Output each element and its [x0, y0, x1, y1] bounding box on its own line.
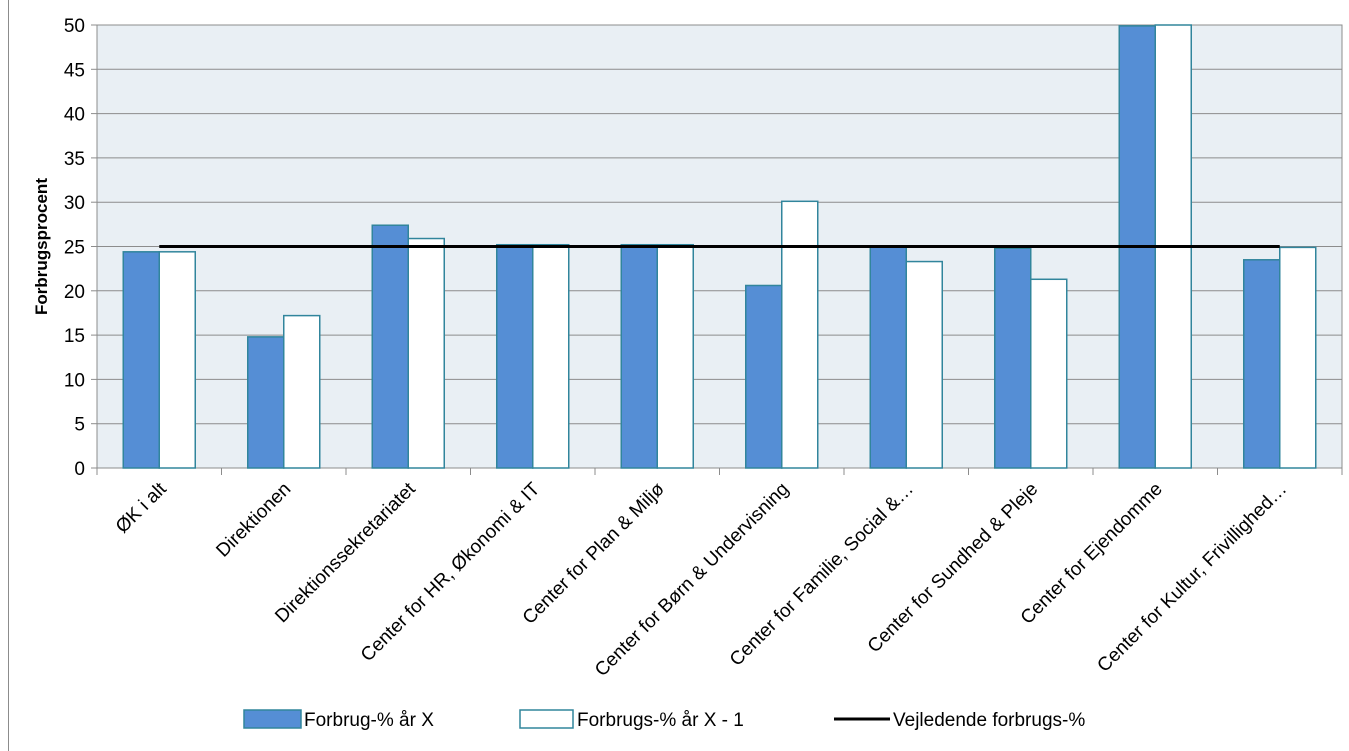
- bar-series-2: [1279, 246, 1317, 469]
- bar-series-2: [158, 251, 196, 469]
- legend-swatch-series-1: [243, 709, 302, 729]
- y-tick-label: 30: [64, 193, 85, 214]
- x-category-label: Direktionen: [212, 479, 295, 562]
- bar-series-1: [1243, 259, 1281, 469]
- x-category-label: Center for Plan & Miljø: [519, 478, 669, 628]
- legend-label-series-1: Forbrug-% år X: [304, 710, 434, 731]
- y-tick-label: 50: [64, 16, 85, 37]
- x-category-label: Center for Ejendomme: [1017, 479, 1167, 629]
- bar-series-1: [122, 251, 160, 469]
- y-tick-label: 45: [64, 60, 85, 81]
- bar-series-2: [656, 243, 694, 469]
- bar-series-1: [371, 224, 409, 469]
- legend-label-series-3: Vejledende forbrugs-%: [893, 710, 1085, 731]
- bar-series-1: [620, 243, 658, 469]
- y-tick-label: 15: [64, 326, 85, 347]
- bar-series-2: [905, 260, 943, 469]
- legend-label-series-2: Forbrugs-% år X - 1: [577, 710, 744, 731]
- x-category-label: Direktionssekretariatet: [271, 478, 420, 627]
- bar-series-2: [1030, 278, 1068, 469]
- chart-frame-line: [8, 0, 9, 751]
- y-tick-label: 25: [64, 238, 85, 259]
- bar-series-1: [496, 243, 534, 469]
- bar-series-1: [869, 245, 907, 469]
- y-tick-label: 5: [74, 415, 85, 436]
- y-tick-label: 0: [74, 459, 85, 480]
- bar-series-2: [283, 314, 321, 469]
- y-tick-label: 40: [64, 105, 85, 126]
- y-tick-label: 10: [64, 370, 85, 391]
- bar-series-1: [994, 247, 1032, 469]
- legend-swatch-series-2: [519, 709, 574, 729]
- bar-series-2: [407, 237, 445, 469]
- x-category-label: Center for Børn & Undervisning: [591, 479, 793, 681]
- bar-series-1: [745, 284, 783, 469]
- x-category-label: ØK i alt: [112, 478, 171, 537]
- y-tick-label: 20: [64, 282, 85, 303]
- y-axis-title: Forbrugsprocent: [32, 178, 51, 315]
- bar-series-2: [532, 243, 570, 469]
- y-tick-label: 35: [64, 149, 85, 170]
- bar-series-2: [781, 200, 819, 469]
- bar-series-1: [247, 336, 285, 469]
